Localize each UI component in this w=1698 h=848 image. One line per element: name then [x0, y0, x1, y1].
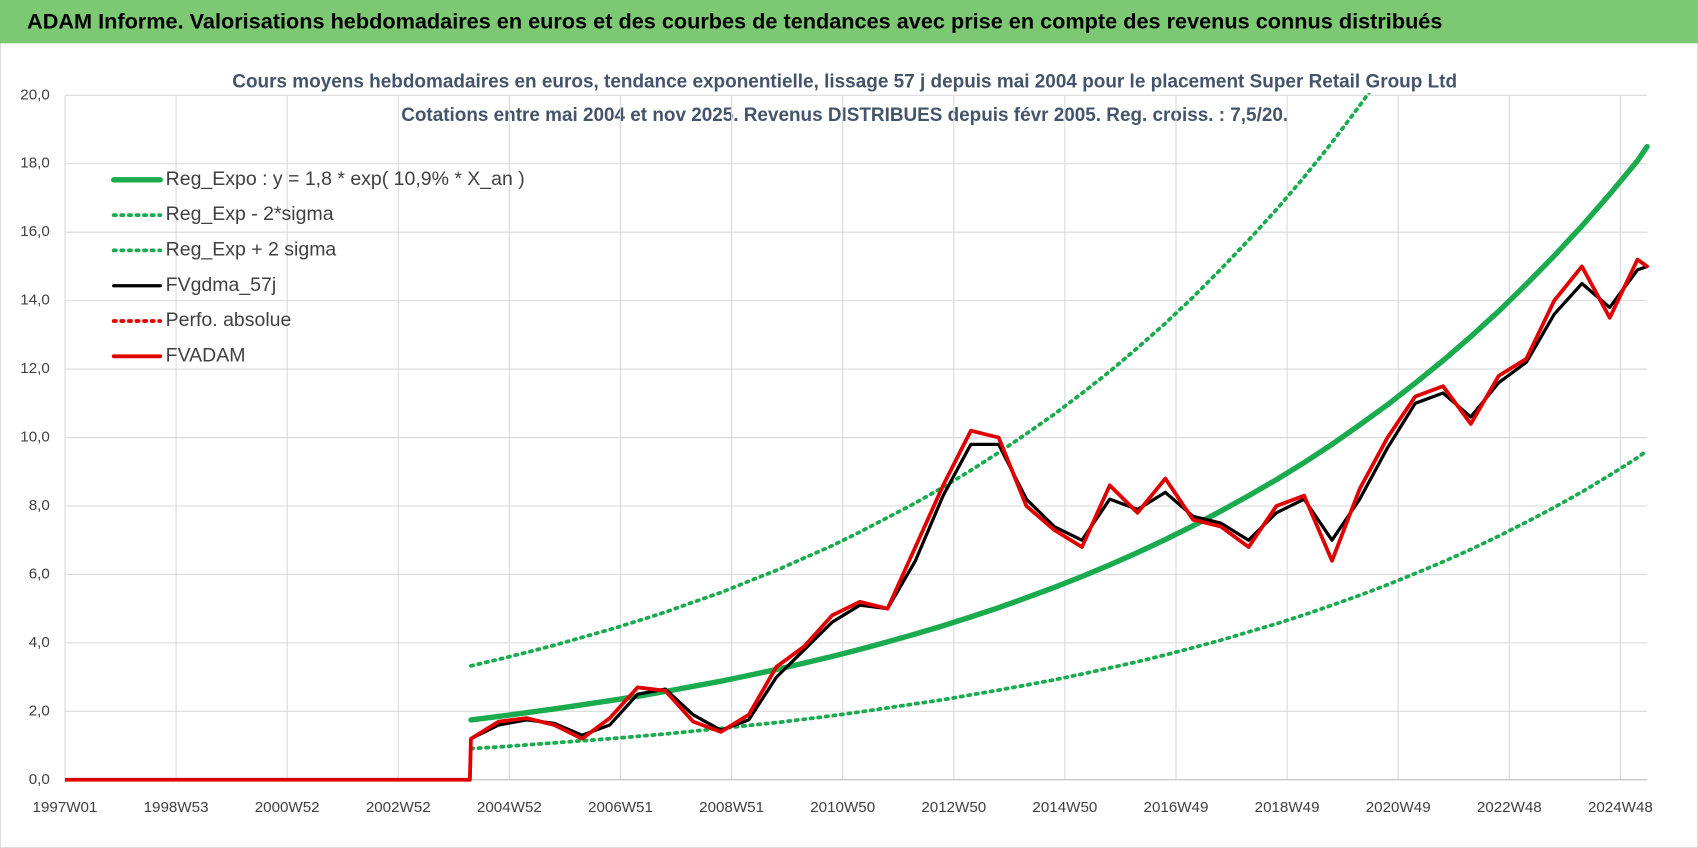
x-tick-label: 2022W48	[1477, 799, 1542, 816]
x-tick-label: 2012W50	[921, 799, 986, 816]
x-tick-label: 2020W49	[1366, 799, 1431, 816]
chart-subtitle: Cotations entre mai 2004 et nov 2025. Re…	[401, 104, 1288, 126]
x-tick-label: 2002W52	[366, 799, 431, 816]
y-tick-label: 20,0	[20, 86, 49, 103]
legend-label: Perfo. absolue	[166, 309, 292, 331]
plot-area	[64, 93, 1650, 782]
legend: Reg_Expo : y = 1,8 * exp( 10,9% * X_an )…	[110, 168, 525, 366]
y-tick-label: 2,0	[29, 702, 50, 719]
series-line	[468, 143, 1650, 723]
header-bar	[0, 0, 1698, 44]
legend-label: Reg_Expo : y = 1,8 * exp( 10,9% * X_an )	[166, 168, 525, 190]
x-tick-label: 2018W49	[1255, 799, 1320, 816]
legend-label: FVADAM	[166, 344, 246, 366]
x-tick-label: 1997W01	[33, 799, 98, 816]
grid: 0,0 2,0 4,0 6,0 8,0 10,0 12,0 14,0 16,0 18,0 20,0 1…	[20, 86, 1653, 816]
legend-label: Reg_Exp - 2*sigma	[166, 203, 334, 225]
y-tick-label: 0,0	[29, 771, 50, 788]
x-tick-label: 2000W52	[255, 799, 320, 816]
y-tick-label: 16,0	[20, 223, 49, 240]
x-tick-label: 2010W50	[810, 799, 875, 816]
x-tick-label: 2014W50	[1032, 799, 1097, 816]
y-tick-label: 14,0	[20, 292, 49, 309]
x-tick-label: 2016W49	[1144, 799, 1209, 816]
series-line	[469, 93, 1372, 668]
y-tick-label: 12,0	[20, 360, 49, 377]
x-tick-label: 2024W48	[1588, 799, 1653, 816]
y-tick-label: 18,0	[20, 155, 49, 172]
chart-title: Cours moyens hebdomadaires en euros, ten…	[232, 70, 1457, 92]
legend-label: Reg_Exp + 2 sigma	[166, 239, 337, 261]
y-tick-label: 4,0	[29, 634, 50, 651]
y-tick-label: 8,0	[29, 497, 50, 514]
legend-label: FVgdma_57j	[166, 274, 276, 296]
header-title: ADAM Informe. Valorisations hebdomadaire…	[27, 8, 1442, 33]
x-tick-label: 2004W52	[477, 799, 542, 816]
series-line	[469, 448, 1649, 751]
y-tick-label: 10,0	[20, 429, 49, 446]
x-tick-label: 2006W51	[588, 799, 653, 816]
y-tick-label: 6,0	[29, 565, 50, 582]
x-tick-label: 1998W53	[144, 799, 209, 816]
x-tick-label: 2008W51	[699, 799, 764, 816]
series-line	[64, 257, 1649, 782]
